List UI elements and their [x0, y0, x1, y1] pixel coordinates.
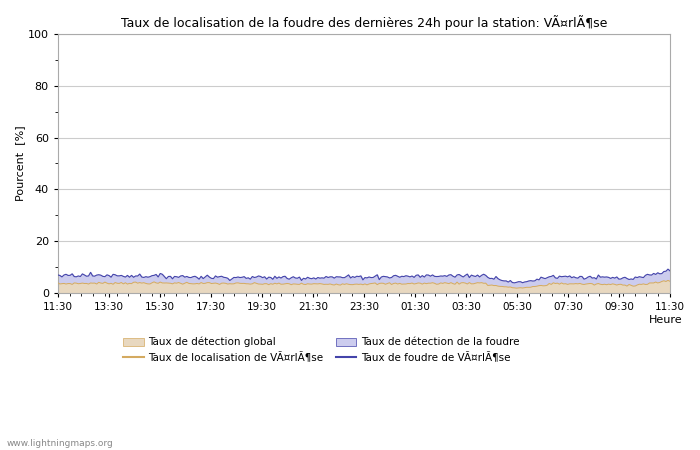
Title: Taux de localisation de la foudre des dernières 24h pour la station: VÃ¤rlÃ¶se: Taux de localisation de la foudre des de…	[120, 15, 607, 30]
Legend: Taux de détection global, Taux de localisation de VÃ¤rlÃ¶se, Taux de détection d: Taux de détection global, Taux de locali…	[123, 337, 519, 363]
Text: www.lightningmaps.org: www.lightningmaps.org	[7, 439, 113, 448]
Y-axis label: Pourcent  [%]: Pourcent [%]	[15, 126, 25, 201]
X-axis label: Heure: Heure	[649, 315, 682, 325]
